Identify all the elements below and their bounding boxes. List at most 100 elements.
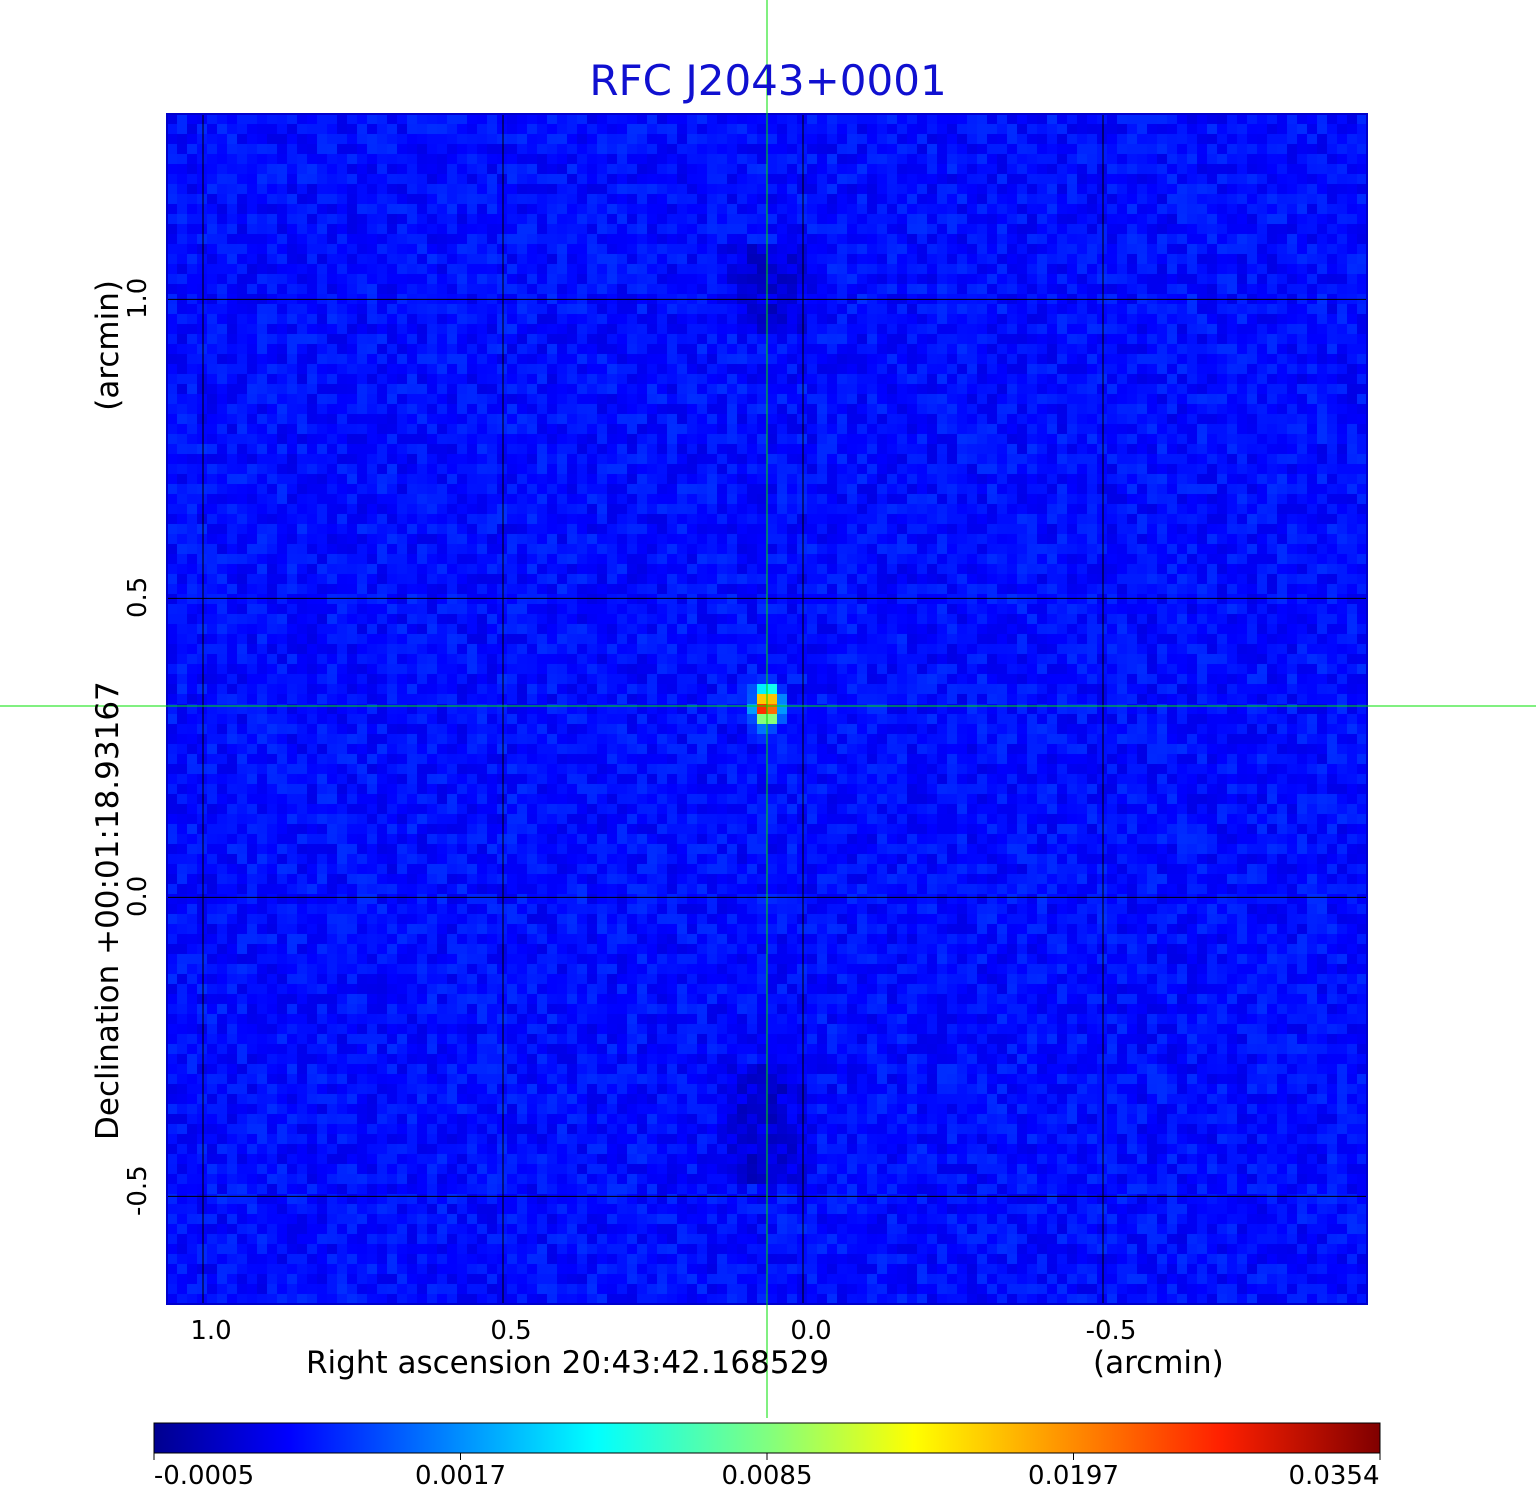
heatmap-cell — [597, 154, 607, 164]
heatmap-cell — [987, 454, 997, 464]
heatmap-cell — [457, 364, 467, 374]
heatmap-cell — [197, 174, 207, 184]
heatmap-cell — [1117, 164, 1127, 174]
heatmap-cell — [337, 464, 347, 474]
heatmap-cell — [777, 404, 787, 414]
heatmap-cell — [917, 304, 927, 314]
heatmap-cell — [177, 414, 187, 424]
heatmap-cell — [857, 224, 867, 234]
heatmap-cell — [1277, 264, 1287, 274]
heatmap-cell — [197, 424, 207, 434]
heatmap-cell — [1147, 184, 1157, 194]
heatmap-cell — [657, 124, 667, 134]
heatmap-cell — [867, 354, 877, 364]
heatmap-cell — [547, 314, 557, 324]
heatmap-cell — [1027, 224, 1037, 234]
heatmap-cell — [1157, 184, 1167, 194]
heatmap-cell — [577, 314, 587, 324]
heatmap-cell — [1027, 264, 1037, 274]
heatmap-cell — [317, 444, 327, 454]
heatmap-cell — [187, 364, 197, 374]
heatmap-cell — [777, 434, 787, 444]
heatmap-cell — [547, 354, 557, 364]
heatmap-cell — [1147, 394, 1157, 404]
heatmap-cell — [1267, 424, 1277, 434]
heatmap-cell — [487, 304, 497, 314]
heatmap-cell — [1287, 414, 1297, 424]
heatmap-cell — [387, 274, 397, 284]
heatmap-cell — [767, 474, 777, 484]
heatmap-cell — [317, 184, 327, 194]
heatmap-cell — [677, 474, 687, 484]
heatmap-cell — [187, 114, 197, 124]
heatmap-cell — [1137, 264, 1147, 274]
heatmap-cell — [1207, 394, 1217, 404]
heatmap-cell — [1097, 194, 1107, 204]
heatmap-cell — [1197, 184, 1207, 194]
heatmap-cell — [287, 444, 297, 454]
heatmap-cell — [477, 194, 487, 204]
heatmap-cell — [417, 524, 427, 534]
heatmap-cell — [1347, 464, 1357, 474]
heatmap-cell — [687, 324, 697, 334]
heatmap-cell — [1317, 364, 1327, 374]
heatmap-cell — [1267, 234, 1277, 244]
heatmap-cell — [417, 464, 427, 474]
heatmap-cell — [407, 344, 417, 354]
heatmap-cell — [947, 314, 957, 324]
heatmap-cell — [1107, 344, 1117, 354]
heatmap-cell — [427, 524, 437, 534]
heatmap-cell — [1147, 244, 1157, 254]
heatmap-cell — [777, 394, 787, 404]
heatmap-cell — [817, 214, 827, 224]
heatmap-cell — [437, 394, 447, 404]
heatmap-cell — [1277, 404, 1287, 414]
heatmap-cell — [967, 164, 977, 174]
heatmap-cell — [1207, 284, 1217, 294]
heatmap-cell — [1147, 444, 1157, 454]
heatmap-cell — [607, 304, 617, 314]
heatmap-cell — [757, 384, 767, 394]
heatmap-cell — [497, 434, 507, 444]
heatmap-cell — [287, 384, 297, 394]
heatmap-cell — [1007, 434, 1017, 444]
heatmap-cell — [1047, 344, 1057, 354]
heatmap-cell — [697, 464, 707, 474]
heatmap-cell — [1307, 364, 1317, 374]
heatmap-cell — [557, 274, 567, 284]
heatmap-cell — [937, 484, 947, 494]
heatmap-cell — [757, 234, 767, 244]
heatmap-cell — [217, 364, 227, 374]
heatmap-cell — [1047, 474, 1057, 484]
heatmap-cell — [1167, 454, 1177, 464]
heatmap-cell — [807, 114, 817, 124]
heatmap-cell — [617, 504, 627, 514]
heatmap-cell — [937, 324, 947, 334]
heatmap-cell — [947, 334, 957, 344]
heatmap-cell — [947, 184, 957, 194]
heatmap-cell — [727, 194, 737, 204]
heatmap-cell — [307, 354, 317, 364]
heatmap-cell — [747, 304, 757, 314]
heatmap-cell — [1127, 514, 1137, 524]
heatmap-cell — [667, 304, 677, 314]
heatmap-cell — [1287, 444, 1297, 454]
heatmap-cell — [1087, 184, 1097, 194]
heatmap-cell — [637, 504, 647, 514]
heatmap-cell — [427, 224, 437, 234]
heatmap-cell — [307, 404, 317, 414]
heatmap-cell — [827, 404, 837, 414]
heatmap-cell — [657, 194, 667, 204]
heatmap-cell — [657, 164, 667, 174]
heatmap-cell — [1187, 124, 1197, 134]
heatmap-cell — [1027, 144, 1037, 154]
heatmap-cell — [677, 164, 687, 174]
heatmap-cell — [687, 504, 697, 514]
heatmap-cell — [1217, 154, 1227, 164]
heatmap-cell — [1347, 234, 1357, 244]
heatmap-cell — [1357, 154, 1367, 164]
heatmap-cell — [867, 204, 877, 214]
heatmap-cell — [347, 234, 357, 244]
heatmap-cell — [927, 124, 937, 134]
heatmap-cell — [977, 234, 987, 244]
